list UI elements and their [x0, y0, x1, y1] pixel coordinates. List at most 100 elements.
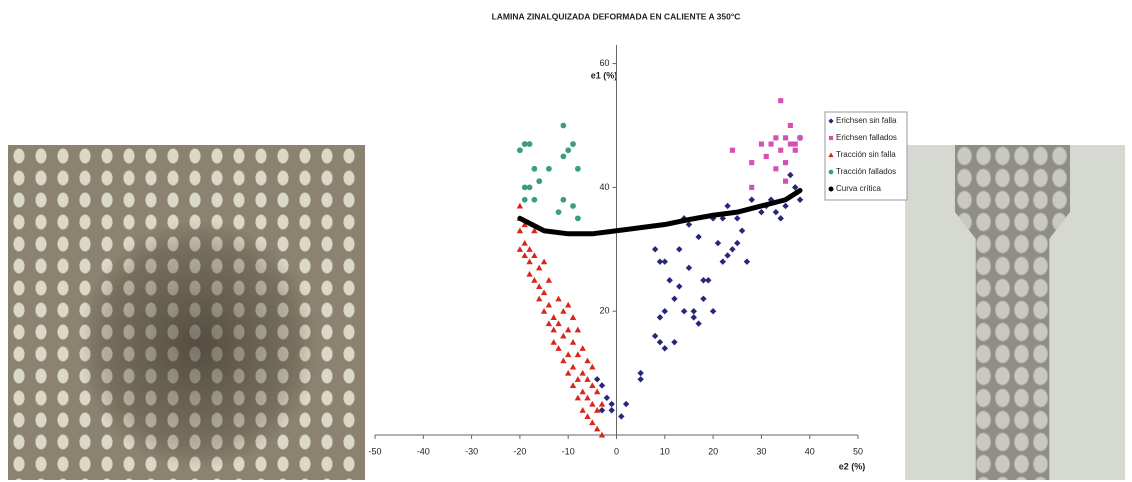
point [705, 277, 712, 284]
x-tick-label: 50 [853, 446, 863, 456]
point [536, 283, 543, 289]
point [526, 258, 533, 265]
point [574, 376, 582, 382]
point [550, 314, 557, 320]
point [661, 258, 668, 265]
point [598, 431, 606, 438]
point [565, 147, 572, 154]
point [608, 407, 615, 414]
point [579, 407, 586, 413]
point [540, 289, 548, 296]
y-tick-label: 40 [599, 182, 609, 192]
point [560, 307, 567, 314]
point [550, 326, 557, 333]
point [560, 122, 567, 129]
point [526, 141, 533, 147]
point [579, 345, 586, 351]
point [531, 196, 538, 203]
point [526, 270, 533, 277]
point [724, 252, 731, 259]
point [598, 400, 606, 407]
point [729, 246, 736, 253]
point [589, 382, 596, 389]
x-tick-label: 40 [805, 446, 815, 456]
point [724, 202, 731, 210]
point [656, 314, 664, 321]
point [782, 135, 789, 141]
point [598, 407, 606, 414]
point [651, 332, 659, 340]
point [593, 425, 601, 432]
point [569, 363, 577, 370]
point [574, 394, 582, 401]
x-tick-label: 30 [756, 446, 766, 456]
x-tick-label: 10 [660, 446, 670, 456]
point [773, 166, 779, 172]
point [772, 208, 780, 216]
legend-box [824, 111, 908, 201]
point [651, 246, 659, 253]
point [714, 239, 722, 247]
y-axis-label: e1 (%) [591, 70, 618, 80]
photo-erichsen-sample [8, 145, 365, 480]
point [555, 209, 562, 216]
point [709, 307, 717, 315]
point [569, 338, 577, 345]
point [555, 295, 562, 302]
point [574, 326, 582, 333]
point [695, 233, 702, 241]
point [734, 215, 741, 222]
point [656, 338, 664, 346]
point [540, 258, 548, 265]
point [729, 147, 735, 153]
point [570, 141, 576, 147]
point [521, 252, 528, 259]
point [773, 135, 779, 141]
point [584, 394, 591, 401]
point [574, 351, 582, 358]
point [531, 227, 538, 234]
point [777, 215, 784, 222]
point [565, 326, 572, 333]
point [787, 122, 793, 129]
point [546, 165, 552, 172]
point [797, 135, 803, 141]
point [584, 376, 591, 382]
x-tick-label: -20 [513, 446, 526, 456]
point [782, 178, 789, 184]
point [521, 239, 528, 246]
legend-label: Curva crítica [836, 184, 881, 193]
point [778, 98, 784, 104]
point [743, 258, 751, 265]
chart-title: LAMINA ZINALQUIZADA DEFORMADA EN CALIENT… [492, 11, 741, 21]
x-tick-label: 0 [614, 446, 619, 456]
point [656, 258, 664, 265]
point [763, 153, 769, 159]
point [569, 314, 577, 320]
point [666, 277, 673, 284]
point [565, 369, 572, 376]
point [593, 407, 601, 413]
point [671, 295, 678, 303]
legend-label: Erichsen fallados [836, 133, 897, 142]
photo-tensile-sample [905, 145, 1125, 480]
point [695, 320, 702, 327]
point [685, 221, 693, 228]
point [637, 376, 644, 383]
point [637, 369, 644, 377]
point [719, 258, 726, 265]
point [787, 171, 794, 179]
point [734, 239, 741, 247]
point [545, 301, 553, 308]
point [521, 141, 528, 147]
point [569, 382, 577, 389]
point [618, 413, 625, 420]
point [565, 351, 572, 358]
legend-marker [828, 186, 834, 192]
point [545, 320, 553, 327]
point [676, 283, 683, 290]
point [661, 345, 668, 352]
point [589, 419, 596, 426]
point [661, 307, 668, 315]
